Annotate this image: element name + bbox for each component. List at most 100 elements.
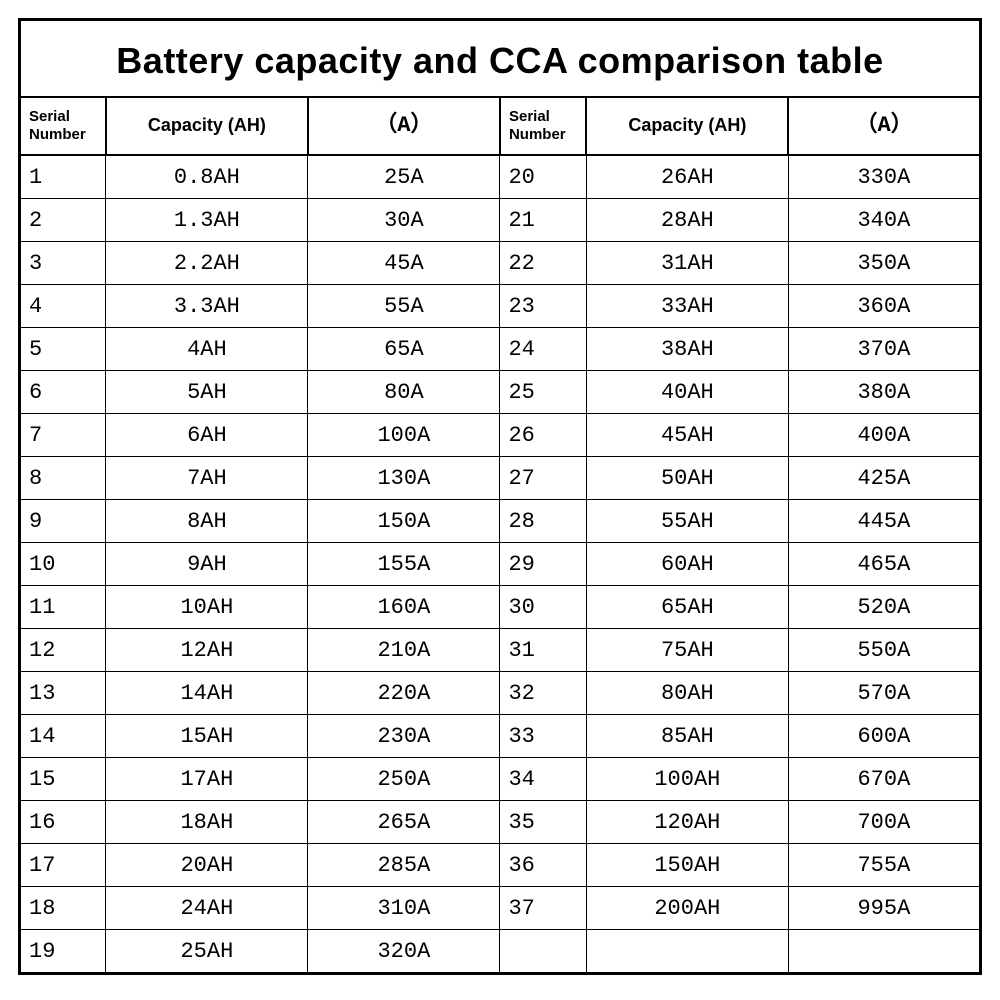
cell-capacity2: 80AH (586, 672, 788, 715)
cell-serial2: 27 (500, 457, 586, 500)
table-row: 43.3AH55A2333AH360A (20, 285, 981, 328)
cell-capacity1: 5AH (106, 371, 308, 414)
col-header-a-2: （A） (788, 97, 980, 155)
cell-a2: 445A (788, 500, 980, 543)
table-row: 76AH100A2645AH400A (20, 414, 981, 457)
cell-capacity2: 200AH (586, 887, 788, 930)
cell-a2: 600A (788, 715, 980, 758)
cell-capacity2: 28AH (586, 199, 788, 242)
cell-a1: 45A (308, 242, 500, 285)
cell-capacity1: 15AH (106, 715, 308, 758)
cell-serial1: 16 (20, 801, 106, 844)
cell-capacity1: 17AH (106, 758, 308, 801)
cell-serial2: 21 (500, 199, 586, 242)
cell-capacity2: 40AH (586, 371, 788, 414)
cell-serial2: 28 (500, 500, 586, 543)
table-body: 10.8AH25A2026AH330A21.3AH30A2128AH340A32… (20, 155, 981, 974)
table-row: 98AH150A2855AH445A (20, 500, 981, 543)
cell-a2: 670A (788, 758, 980, 801)
cell-capacity1: 8AH (106, 500, 308, 543)
cell-serial1: 4 (20, 285, 106, 328)
cell-serial2: 31 (500, 629, 586, 672)
cell-capacity2: 75AH (586, 629, 788, 672)
cell-serial1: 15 (20, 758, 106, 801)
cell-serial2: 20 (500, 155, 586, 199)
cell-a1: 25A (308, 155, 500, 199)
cell-serial2 (500, 930, 586, 974)
cell-serial1: 6 (20, 371, 106, 414)
cell-capacity2 (586, 930, 788, 974)
table-row: 54AH65A2438AH370A (20, 328, 981, 371)
cell-a2: 370A (788, 328, 980, 371)
cell-serial2: 25 (500, 371, 586, 414)
cell-a2: 400A (788, 414, 980, 457)
table-row: 1720AH285A36150AH755A (20, 844, 981, 887)
cell-serial1: 14 (20, 715, 106, 758)
cell-a1: 320A (308, 930, 500, 974)
cell-serial2: 23 (500, 285, 586, 328)
cell-a2 (788, 930, 980, 974)
cell-capacity1: 4AH (106, 328, 308, 371)
cell-serial1: 2 (20, 199, 106, 242)
cell-capacity2: 55AH (586, 500, 788, 543)
table-row: 1925AH320A (20, 930, 981, 974)
cell-capacity1: 25AH (106, 930, 308, 974)
col-header-serial-2: SerialNumber (500, 97, 586, 155)
cell-a1: 65A (308, 328, 500, 371)
cell-capacity2: 65AH (586, 586, 788, 629)
cell-capacity2: 38AH (586, 328, 788, 371)
cell-a2: 465A (788, 543, 980, 586)
cell-a2: 700A (788, 801, 980, 844)
cell-serial1: 13 (20, 672, 106, 715)
cell-a1: 310A (308, 887, 500, 930)
cell-serial2: 30 (500, 586, 586, 629)
cell-serial1: 12 (20, 629, 106, 672)
table-title: Battery capacity and CCA comparison tabl… (20, 20, 981, 98)
table-row: 1212AH210A3175AH550A (20, 629, 981, 672)
cell-a1: 55A (308, 285, 500, 328)
cell-a2: 425A (788, 457, 980, 500)
cell-capacity2: 85AH (586, 715, 788, 758)
table-row: 32.2AH45A2231AH350A (20, 242, 981, 285)
cell-capacity2: 26AH (586, 155, 788, 199)
cell-capacity2: 50AH (586, 457, 788, 500)
cell-serial1: 7 (20, 414, 106, 457)
cell-capacity1: 1.3AH (106, 199, 308, 242)
table-row: 65AH80A2540AH380A (20, 371, 981, 414)
table-row: 1824AH310A37200AH995A (20, 887, 981, 930)
cell-capacity1: 10AH (106, 586, 308, 629)
cell-serial2: 26 (500, 414, 586, 457)
cell-a2: 520A (788, 586, 980, 629)
table-row: 1110AH160A3065AH520A (20, 586, 981, 629)
cell-serial1: 17 (20, 844, 106, 887)
cell-a1: 285A (308, 844, 500, 887)
cell-serial1: 5 (20, 328, 106, 371)
cell-capacity1: 18AH (106, 801, 308, 844)
comparison-table: Battery capacity and CCA comparison tabl… (18, 18, 982, 975)
cell-a1: 150A (308, 500, 500, 543)
cell-serial2: 29 (500, 543, 586, 586)
table-row: 1618AH265A35120AH700A (20, 801, 981, 844)
cell-a1: 30A (308, 199, 500, 242)
col-header-serial-1: SerialNumber (20, 97, 106, 155)
cell-a1: 250A (308, 758, 500, 801)
cell-capacity2: 150AH (586, 844, 788, 887)
col-header-capacity-2: Capacity (AH) (586, 97, 788, 155)
cell-serial1: 19 (20, 930, 106, 974)
cell-serial1: 1 (20, 155, 106, 199)
cell-a2: 340A (788, 199, 980, 242)
cell-capacity1: 2.2AH (106, 242, 308, 285)
cell-a2: 350A (788, 242, 980, 285)
table-row: 1314AH220A3280AH570A (20, 672, 981, 715)
cell-capacity1: 20AH (106, 844, 308, 887)
cell-a2: 330A (788, 155, 980, 199)
cell-a1: 80A (308, 371, 500, 414)
cell-capacity1: 9AH (106, 543, 308, 586)
cell-capacity1: 6AH (106, 414, 308, 457)
cell-a2: 755A (788, 844, 980, 887)
cell-a1: 220A (308, 672, 500, 715)
cell-serial2: 24 (500, 328, 586, 371)
cell-serial2: 37 (500, 887, 586, 930)
cell-capacity1: 0.8AH (106, 155, 308, 199)
cell-a1: 210A (308, 629, 500, 672)
